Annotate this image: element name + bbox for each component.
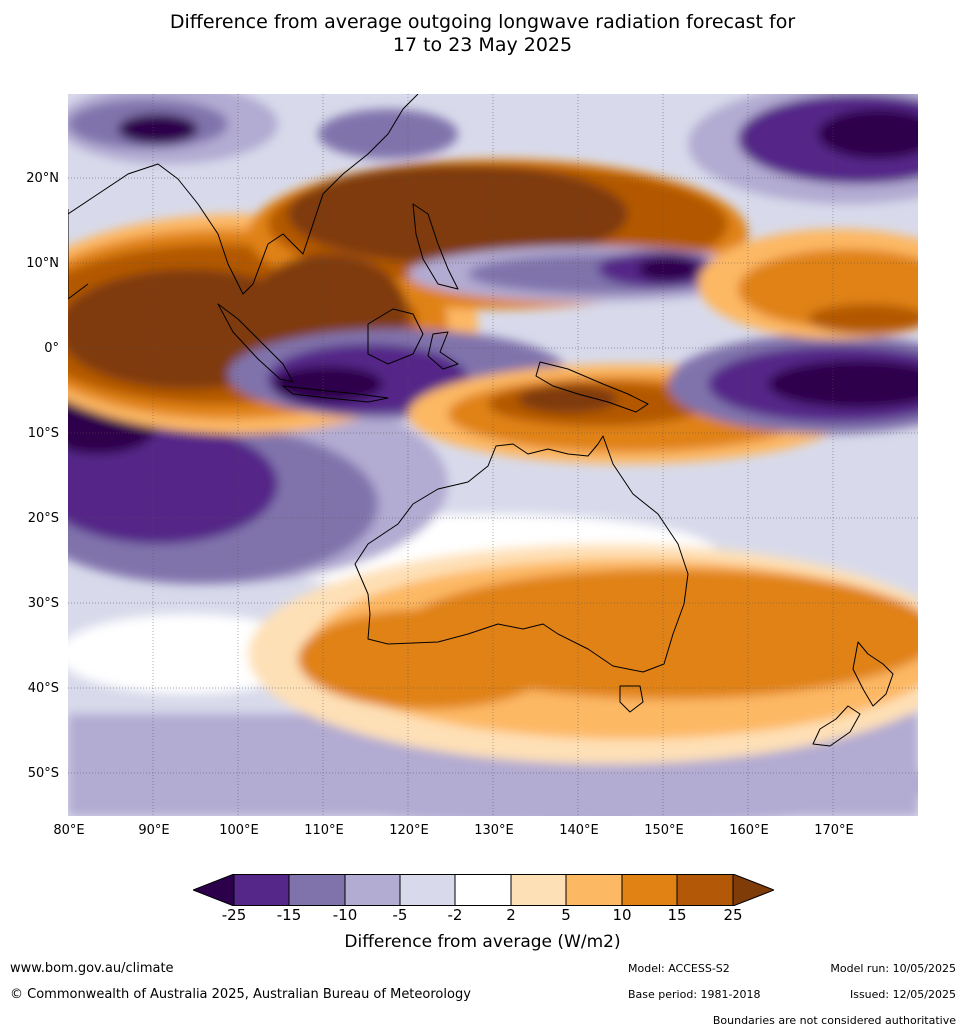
sulawesi-coast <box>427 331 459 370</box>
lat-label-30s: 30°S <box>27 596 59 611</box>
colorbar-bin-5 <box>455 874 511 906</box>
colorbar-bin-3 <box>345 874 400 906</box>
anomaly-field <box>68 94 918 816</box>
lat-label-20s: 20°S <box>27 511 59 526</box>
asia-mainland-coast <box>68 94 419 295</box>
lon-label-110e: 110°E <box>304 823 344 838</box>
issued-date: Issued: 12/05/2025 <box>849 988 956 1001</box>
lon-label-130e: 130°E <box>474 823 514 838</box>
colorbar-tick: 2 <box>506 906 516 924</box>
new-guinea-coast <box>535 361 649 413</box>
model-run-date: Model run: 10/05/2025 <box>830 962 956 975</box>
colorbar-tick: 15 <box>667 906 687 924</box>
colorbar-tick: -15 <box>276 906 302 924</box>
lon-label-170e: 170°E <box>814 823 854 838</box>
base-period: Base period: 1981-2018 <box>628 988 761 1001</box>
new-zealand-south-coast <box>812 705 861 747</box>
olr-anomaly-map <box>68 94 918 816</box>
lon-label-80e: 80°E <box>53 823 85 838</box>
colorbar-tick: 5 <box>561 906 571 924</box>
lat-label-20n: 20°N <box>26 171 59 186</box>
copyright-notice: © Commonwealth of Australia 2025, Austra… <box>10 987 471 1002</box>
borneo-coast <box>367 308 424 365</box>
colorbar-bin-8 <box>622 874 677 906</box>
lon-label-150e: 150°E <box>644 823 684 838</box>
website-link[interactable]: www.bom.gov.au/climate <box>10 961 174 976</box>
colorbar-bin-1 <box>234 874 289 906</box>
colorbar-tick: -10 <box>332 906 358 924</box>
colorbar-bin-4 <box>400 874 455 906</box>
model-name: Model: ACCESS-S2 <box>628 962 730 975</box>
boundaries-disclaimer: Boundaries are not considered authoritat… <box>712 1014 956 1027</box>
colorbar-tick: -25 <box>221 906 247 924</box>
lat-label-10n: 10°N <box>26 256 59 271</box>
colorbar-tick: -5 <box>392 906 408 924</box>
colorbar <box>193 874 774 906</box>
colorbar-tick: -2 <box>447 906 463 924</box>
lat-label-50s: 50°S <box>27 766 59 781</box>
map-subtitle-dates: 17 to 23 May 2025 <box>392 34 573 56</box>
india-coast <box>68 209 89 300</box>
colorbar-bin-9 <box>677 874 733 906</box>
colorbar-bin-6 <box>511 874 566 906</box>
lon-label-90e: 90°E <box>138 823 170 838</box>
colorbar-dividers <box>288 874 678 906</box>
colorbar-frame <box>233 874 734 906</box>
sumatra-coast <box>217 303 294 383</box>
colorbar-bin-2 <box>289 874 345 906</box>
java-coast <box>282 385 389 403</box>
new-zealand-north-coast <box>852 641 894 707</box>
map-field-svg <box>68 94 918 816</box>
lon-label-140e: 140°E <box>559 823 599 838</box>
map-title: Difference from average outgoing longwav… <box>169 11 796 33</box>
lat-label-10s: 10°S <box>27 426 59 441</box>
colorbar-extend-high <box>732 874 774 906</box>
lon-label-160e: 160°E <box>729 823 769 838</box>
lon-label-120e: 120°E <box>389 823 429 838</box>
tasmania-coast <box>619 685 644 713</box>
lat-label-0: 0° <box>44 341 59 356</box>
australia-coast <box>354 435 689 673</box>
colorbar-tick: 10 <box>612 906 632 924</box>
colorbar-label: Difference from average (W/m2) <box>344 932 621 952</box>
philippines-coast <box>412 203 459 290</box>
colorbar-tick: 25 <box>723 906 743 924</box>
lat-label-40s: 40°S <box>27 681 59 696</box>
colorbar-bin-7 <box>566 874 622 906</box>
colorbar-extend-low <box>193 874 235 906</box>
lon-label-100e: 100°E <box>219 823 259 838</box>
coastlines <box>68 94 894 747</box>
